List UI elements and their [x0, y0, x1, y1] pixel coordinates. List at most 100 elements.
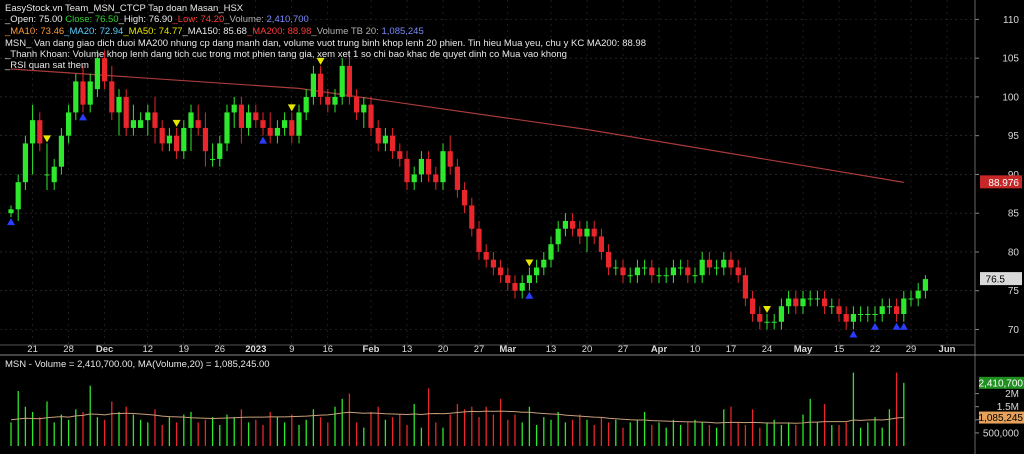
price-tick-label: 105 — [1002, 54, 1019, 65]
ma50-label: _MA50: — [123, 26, 159, 37]
candle-body — [490, 259, 496, 268]
candle-body — [354, 96, 360, 113]
candle-body — [872, 313, 878, 315]
candle-body — [37, 120, 43, 144]
price-tick-label: 100 — [1002, 92, 1019, 103]
yellow-down-triangle-icon — [172, 119, 181, 127]
candle-body — [894, 306, 900, 314]
candle-body — [764, 321, 770, 323]
candle-body — [814, 298, 820, 300]
date-tick-label: 26 — [215, 344, 226, 355]
last-volume-tag-box — [979, 376, 1024, 389]
ma200-value: 88.98 — [287, 26, 312, 37]
candle-body — [728, 259, 734, 268]
candle-body — [310, 73, 316, 97]
high-value: 76.90 — [148, 14, 173, 25]
candle-body — [526, 275, 532, 283]
yellow-down-triangle-icon — [525, 259, 534, 267]
candle-body — [426, 158, 432, 175]
candle-body — [519, 282, 525, 291]
candle-body — [102, 58, 108, 82]
candle-body — [512, 282, 518, 291]
volume-tick-label: 1.5M — [997, 402, 1019, 413]
candle-body — [130, 120, 136, 128]
yellow-down-triangle-icon — [287, 104, 296, 112]
candle-body — [390, 135, 396, 152]
low-label: _Low: — [172, 14, 201, 25]
low-value: 74.20 — [200, 14, 225, 25]
candle-body — [476, 228, 482, 252]
chart-title: EasyStock.vn Team_MSN_CTCP Tap doan Masa… — [5, 3, 243, 14]
candle-body — [202, 127, 208, 152]
price-tick-label: 95 — [1008, 131, 1020, 142]
candle-body — [778, 306, 784, 322]
date-tick-label: 12 — [143, 344, 154, 355]
ma200-tag-box — [980, 175, 1022, 189]
date-tick-label: Apr — [651, 344, 668, 355]
chart-title-text: EasyStock.vn Team_MSN_CTCP Tap doan Masa… — [5, 3, 244, 14]
candle-body — [879, 306, 885, 314]
price-tick-label: 85 — [1008, 209, 1020, 220]
candle-body — [44, 174, 50, 176]
candle-body — [620, 267, 626, 276]
candle-body — [152, 112, 158, 128]
candle-body — [721, 259, 727, 268]
candle-body — [382, 135, 388, 144]
candle-body — [706, 259, 712, 268]
candle-body — [195, 120, 201, 128]
date-tick-label: Dec — [96, 344, 113, 355]
volume-value: 2,410,700 — [266, 14, 309, 25]
candle-body — [800, 298, 806, 307]
commentary-line-2: _Thanh Khoan: Volume khop lenh dang tich… — [5, 49, 567, 60]
date-tick-label: Mar — [499, 344, 516, 355]
date-tick-label: 13 — [546, 344, 557, 355]
candle-body — [404, 158, 410, 183]
candle-body — [303, 96, 309, 113]
candle-body — [454, 166, 460, 190]
candle-body — [505, 275, 511, 283]
candle-body — [663, 275, 669, 277]
date-tick-label: 21 — [27, 344, 38, 355]
candle-body — [642, 267, 648, 269]
candle-body — [217, 143, 223, 159]
candlestick-series — [8, 50, 928, 330]
volume-panel-text: Volume = 2,410,700.00, MA(Volume,20) = 1… — [34, 359, 270, 370]
price-tick-label: 110 — [1003, 15, 1019, 26]
candle-body — [339, 65, 345, 97]
ma10-label: _MA10: — [5, 26, 41, 37]
date-tick-label: 2023 — [245, 344, 266, 355]
candle-body — [786, 298, 792, 307]
close-value: 76.50 — [94, 14, 119, 25]
candle-body — [915, 290, 921, 299]
candle-body — [829, 306, 835, 308]
last-price-tag: 76.5 — [980, 272, 1022, 286]
candle-body — [188, 112, 194, 128]
candle-body — [577, 228, 583, 237]
date-tick-label: May — [794, 344, 813, 355]
candle-body — [87, 81, 93, 105]
candle-body — [274, 127, 280, 136]
volume-tick-label: 2M — [1005, 389, 1019, 400]
candle-body — [865, 313, 871, 315]
candle-body — [267, 127, 273, 136]
candle-body — [145, 112, 151, 121]
candle-body — [174, 135, 180, 152]
yellow-down-triangle-icon — [43, 135, 51, 143]
close-label: Close: — [65, 14, 95, 25]
date-tick-label: 15 — [834, 344, 845, 355]
candle-body — [440, 151, 446, 183]
ma200-line — [10, 68, 904, 183]
blue-up-triangle-icon — [525, 291, 534, 299]
candle-body — [469, 205, 475, 229]
blue-up-triangle-icon — [7, 218, 15, 226]
candle-body — [361, 104, 367, 113]
candle-body — [109, 81, 115, 113]
date-tick-label: 19 — [179, 344, 190, 355]
candle-body — [123, 96, 129, 128]
candle-body — [159, 127, 165, 144]
ohlcv-line: _Open: 75.00 Close: 76.50_High: 76.90_Lo… — [5, 14, 309, 25]
ma150-label: _MA150: — [182, 26, 224, 37]
candle-body — [714, 267, 720, 269]
yellow-down-triangle-icon — [316, 57, 325, 65]
